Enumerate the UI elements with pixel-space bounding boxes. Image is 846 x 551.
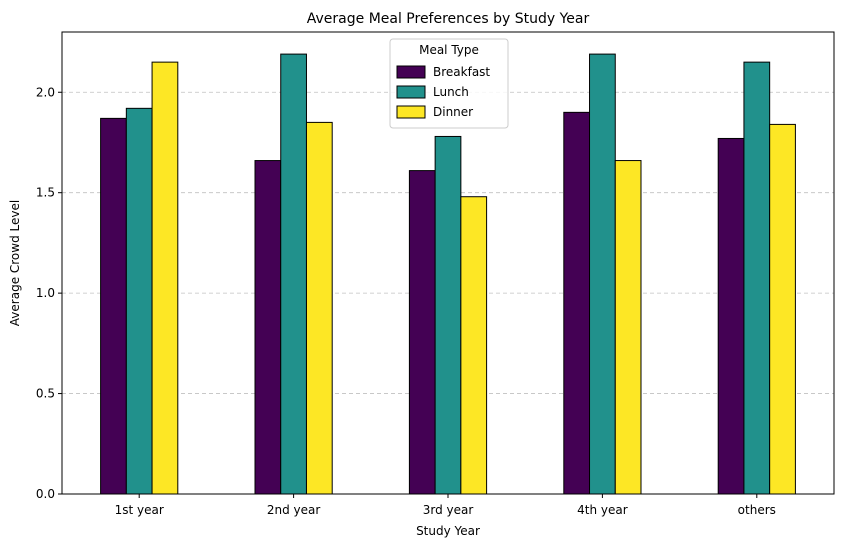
- y-tick-label: 2.0: [36, 85, 55, 99]
- chart-title: Average Meal Preferences by Study Year: [307, 11, 590, 27]
- legend-label-dinner: Dinner: [433, 105, 473, 119]
- x-axis: 1st year 2nd year 3rd year 4th year others: [115, 494, 776, 517]
- legend: Meal Type Breakfast Lunch Dinner: [389, 38, 509, 129]
- legend-swatch-lunch: [396, 85, 426, 99]
- y-axis: 0.0 0.5 1.0 1.5 2.0: [36, 85, 62, 501]
- bar-lunch-4th-year: [589, 53, 616, 495]
- x-tick-label: others: [738, 503, 776, 517]
- x-tick-label: 4th year: [577, 503, 628, 517]
- bar-lunch-3rd-year: [434, 135, 462, 495]
- y-tick-label: 0.5: [36, 387, 55, 401]
- bar-dinner-4th-year: [614, 160, 642, 495]
- bar-breakfast-3rd-year: [408, 170, 436, 495]
- bar-lunch-2nd-year: [280, 53, 307, 495]
- legend-swatch-breakfast: [396, 65, 426, 79]
- x-tick-label: 2nd year: [267, 503, 321, 517]
- bar-breakfast-others: [717, 137, 745, 495]
- legend-swatch-dinner: [396, 105, 426, 119]
- bar-breakfast-2nd-year: [254, 160, 282, 495]
- y-tick-label: 0.0: [36, 487, 55, 501]
- legend-title: Meal Type: [419, 43, 479, 57]
- bar-dinner-1st-year: [151, 61, 179, 495]
- bar-dinner-2nd-year: [305, 121, 333, 495]
- x-tick-label: 3rd year: [423, 503, 474, 517]
- y-tick-label: 1.0: [36, 286, 55, 300]
- bar-dinner-3rd-year: [460, 196, 488, 495]
- bars: [100, 53, 796, 495]
- legend-label-lunch: Lunch: [433, 85, 469, 99]
- x-tick-label: 1st year: [115, 503, 164, 517]
- bar-breakfast-1st-year: [100, 117, 127, 495]
- legend-label-breakfast: Breakfast: [433, 65, 490, 79]
- x-axis-label: Study Year: [416, 524, 480, 538]
- bar-lunch-1st-year: [125, 107, 153, 495]
- bar-lunch-others: [743, 61, 771, 495]
- y-tick-label: 1.5: [36, 186, 55, 200]
- bar-breakfast-4th-year: [563, 111, 591, 495]
- bar-dinner-others: [769, 123, 796, 495]
- y-axis-label: Average Crowd Level: [8, 200, 22, 326]
